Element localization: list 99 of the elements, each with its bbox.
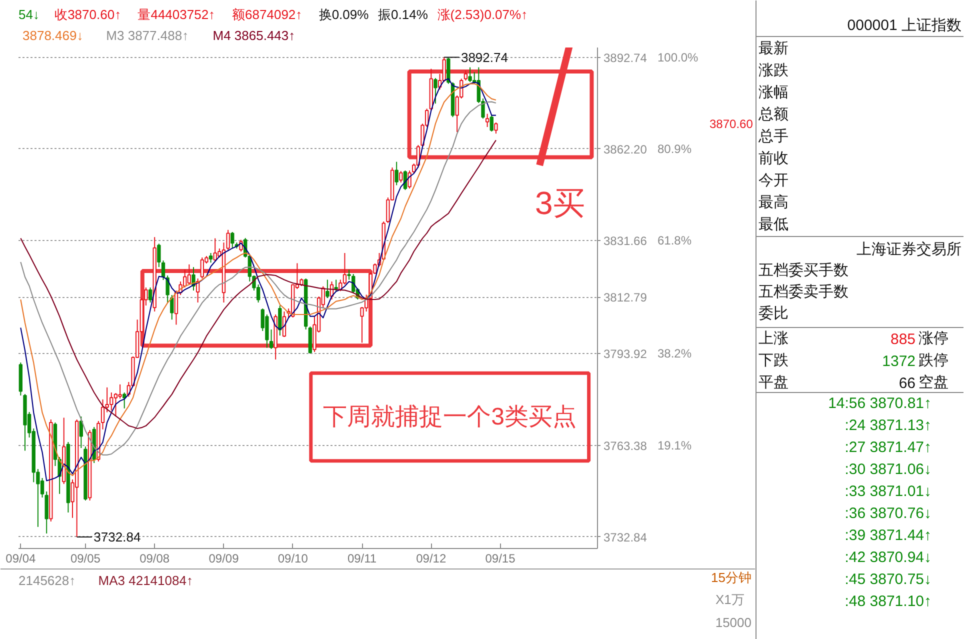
- x-tick-label: 09/12: [416, 552, 446, 566]
- text: 3870.60: [710, 117, 754, 132]
- text: M3 3877.488↑: [106, 28, 189, 43]
- x-tick-label: 09/11: [347, 552, 377, 566]
- text: :48 3871.10↑: [844, 593, 932, 610]
- text: 66: [898, 375, 916, 392]
- candlestick: [230, 232, 234, 249]
- candlestick: [464, 70, 468, 81]
- candlestick: [394, 161, 398, 186]
- y2-tick-label: 100.0%: [658, 50, 699, 64]
- candlestick: [373, 263, 377, 274]
- text: 额6874092↑: [232, 7, 302, 22]
- text: 3878.469↓: [22, 28, 84, 43]
- candlestick: [187, 264, 192, 285]
- text: X1万: [716, 592, 744, 607]
- text: :39 3871.44↑: [844, 527, 932, 544]
- candlestick: [208, 252, 213, 264]
- y2-tick-label: 19.1%: [658, 438, 692, 452]
- y-tick-label: 3812.79: [604, 290, 648, 305]
- x-tick-label: 09/15: [485, 552, 516, 566]
- text: 下跌: [758, 352, 788, 369]
- candlestick: [408, 170, 412, 189]
- text: :45 3870.75↓: [844, 571, 932, 588]
- text: 换0.09%: [318, 7, 370, 22]
- x-tick-label: 09/09: [208, 552, 240, 566]
- text: 1372: [882, 353, 916, 370]
- text: 委比: [758, 305, 788, 322]
- text: 平盘: [758, 374, 788, 391]
- candlestick: [326, 279, 330, 298]
- text: 000001 上证指数: [847, 17, 962, 34]
- candlestick: [399, 170, 403, 183]
- candlestick: [118, 384, 122, 399]
- x-tick-label: 09/10: [278, 552, 308, 566]
- text: 最高: [758, 194, 788, 211]
- x-tick-label: 09/04: [6, 552, 36, 566]
- text: MA3 42141084↑: [98, 573, 193, 588]
- candlestick: [269, 329, 274, 350]
- y-tick-label: 3862.20: [604, 142, 648, 156]
- text: 上海证券交易所: [856, 241, 962, 258]
- candlestick: [100, 398, 105, 430]
- y-tick-label: 3892.74: [604, 50, 648, 65]
- candlestick: [148, 287, 152, 303]
- candlestick: [446, 58, 450, 84]
- text: 收3870.60↑: [54, 7, 122, 22]
- text: :33 3871.01↓: [844, 483, 932, 500]
- text: :24 3871.13↑: [844, 417, 932, 434]
- text: 五档委买手数: [758, 262, 848, 279]
- text: 14:56 3870.81↑: [828, 395, 932, 412]
- text: 2145628↑: [18, 573, 76, 588]
- x-tick-label: 09/05: [70, 552, 101, 566]
- text: 上涨: [758, 330, 788, 347]
- text: M4 3865.443↑: [212, 28, 296, 43]
- text: 前收: [758, 150, 788, 167]
- candlestick: [157, 243, 161, 268]
- y-tick-label: 3763.38: [604, 438, 648, 453]
- text: 涨跌: [758, 62, 788, 79]
- y2-tick-label: 61.8%: [658, 234, 692, 248]
- candlestick: [334, 279, 338, 292]
- candlestick: [114, 392, 118, 417]
- annotation: 3892.74: [460, 50, 508, 65]
- annotation: 下周就捕捉一个3类买点: [323, 403, 577, 430]
- text: 54↓: [18, 7, 40, 22]
- y2-tick-label: 38.2%: [658, 346, 692, 361]
- text: :36 3870.76↓: [844, 505, 932, 522]
- text: 量44403752↑: [138, 7, 216, 22]
- candlestick: [485, 113, 490, 128]
- x-tick-label: 09/08: [140, 552, 170, 566]
- annotation: 3买: [534, 184, 585, 221]
- text: 空盘: [918, 374, 948, 391]
- candlestick: [226, 229, 230, 250]
- candlestick: [468, 66, 472, 82]
- text: 15000: [715, 615, 752, 630]
- candlestick: [278, 305, 282, 336]
- y-tick-label: 3732.84: [604, 530, 648, 544]
- text: 涨(2.53)0.07%↑: [437, 7, 528, 22]
- text: 振0.14%: [378, 7, 428, 22]
- text: 885: [890, 331, 916, 348]
- annotation: 3732.84: [94, 529, 141, 544]
- text: 15分钟: [711, 570, 752, 585]
- candlestick: [494, 122, 498, 134]
- text: :27 3871.47↑: [844, 439, 932, 456]
- candlestick: [79, 416, 83, 448]
- text: 今开: [758, 172, 788, 189]
- candlestick: [347, 269, 351, 280]
- text: 跌停: [918, 352, 948, 369]
- text: 涨停: [918, 330, 948, 347]
- y-tick-label: 3793.92: [604, 347, 648, 362]
- y-tick-label: 3831.66: [604, 234, 648, 248]
- text: 总手: [758, 128, 788, 145]
- text: :30 3871.06↓: [844, 461, 932, 478]
- text: 最新: [758, 40, 788, 57]
- text: 五档委卖手数: [758, 284, 848, 300]
- text: 最低: [758, 216, 788, 233]
- text: 总额: [758, 106, 788, 123]
- y2-tick-label: 80.9%: [658, 142, 692, 156]
- candlestick: [434, 78, 438, 104]
- candlestick: [490, 114, 494, 132]
- text: 涨幅: [758, 84, 788, 101]
- text: :42 3870.94↓: [844, 549, 932, 566]
